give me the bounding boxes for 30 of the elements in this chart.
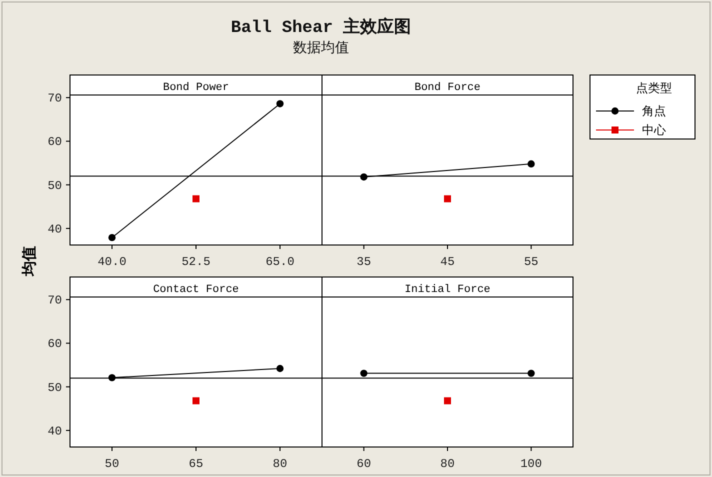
x-tick-label: 80 — [440, 457, 455, 471]
x-tick-label: 60 — [356, 457, 372, 471]
y-tick-label: 50 — [48, 380, 62, 395]
y-axis-title: 均值 — [21, 246, 39, 277]
legend-label: 中心 — [642, 123, 666, 138]
legend-label: 角点 — [642, 105, 666, 119]
legend-title: 点类型 — [636, 82, 672, 96]
y-tick-label: 60 — [48, 135, 62, 150]
x-tick-label: 45 — [440, 255, 455, 269]
y-tick-label: 60 — [48, 337, 62, 352]
chart-title: Contact Force — [153, 284, 239, 296]
chart-title: Bond Force — [414, 82, 481, 94]
text: 数据均值 — [293, 40, 349, 57]
y-tick-label: 70 — [48, 294, 62, 308]
x-tick-label: 35 — [356, 255, 372, 269]
x-tick-label: 65.0 — [266, 255, 294, 269]
x-tick-label: 65 — [188, 457, 204, 471]
chart-title: Bond Power — [162, 82, 230, 94]
x-tick-label: 100 — [520, 457, 542, 471]
y-tick-label: 40 — [48, 424, 62, 438]
x-tick-label: 52.5 — [182, 255, 210, 269]
x-tick-label: 50 — [104, 457, 120, 471]
x-tick-label: 40.0 — [98, 255, 126, 269]
text: Ball Shear 主效应图 — [230, 17, 412, 38]
y-tick-label: 40 — [48, 222, 62, 236]
y-tick-label: 50 — [48, 178, 62, 193]
chart-title: Initial Force — [404, 284, 490, 296]
x-tick-label: 80 — [272, 457, 288, 471]
y-tick-label: 70 — [48, 92, 62, 106]
x-tick-label: 55 — [524, 255, 538, 269]
